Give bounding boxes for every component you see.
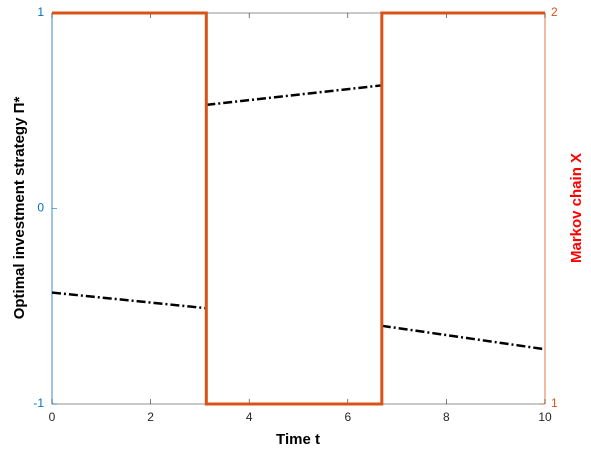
x-tick-label: 10 [538, 410, 552, 424]
y2-tick-label: 2 [551, 5, 558, 19]
x-tick-label: 2 [147, 410, 154, 424]
x-tick-label: 6 [344, 410, 351, 424]
x-axis-label: Time t [276, 431, 320, 448]
x-tick-label: 8 [443, 410, 450, 424]
series-line [52, 11, 545, 406]
series-line [51, 84, 546, 351]
y-tick-label: 1 [37, 5, 44, 19]
y-axis-label: Optimal investment strategy Π* [11, 97, 28, 320]
y2-tick-label: 1 [551, 396, 558, 410]
y-tick-label: -1 [33, 396, 44, 410]
x-tick-label: 0 [49, 410, 56, 424]
x-tick-label: 4 [246, 410, 253, 424]
y-tick-label: 0 [37, 201, 44, 215]
y2-axis-label: Markov chain X [568, 153, 585, 263]
